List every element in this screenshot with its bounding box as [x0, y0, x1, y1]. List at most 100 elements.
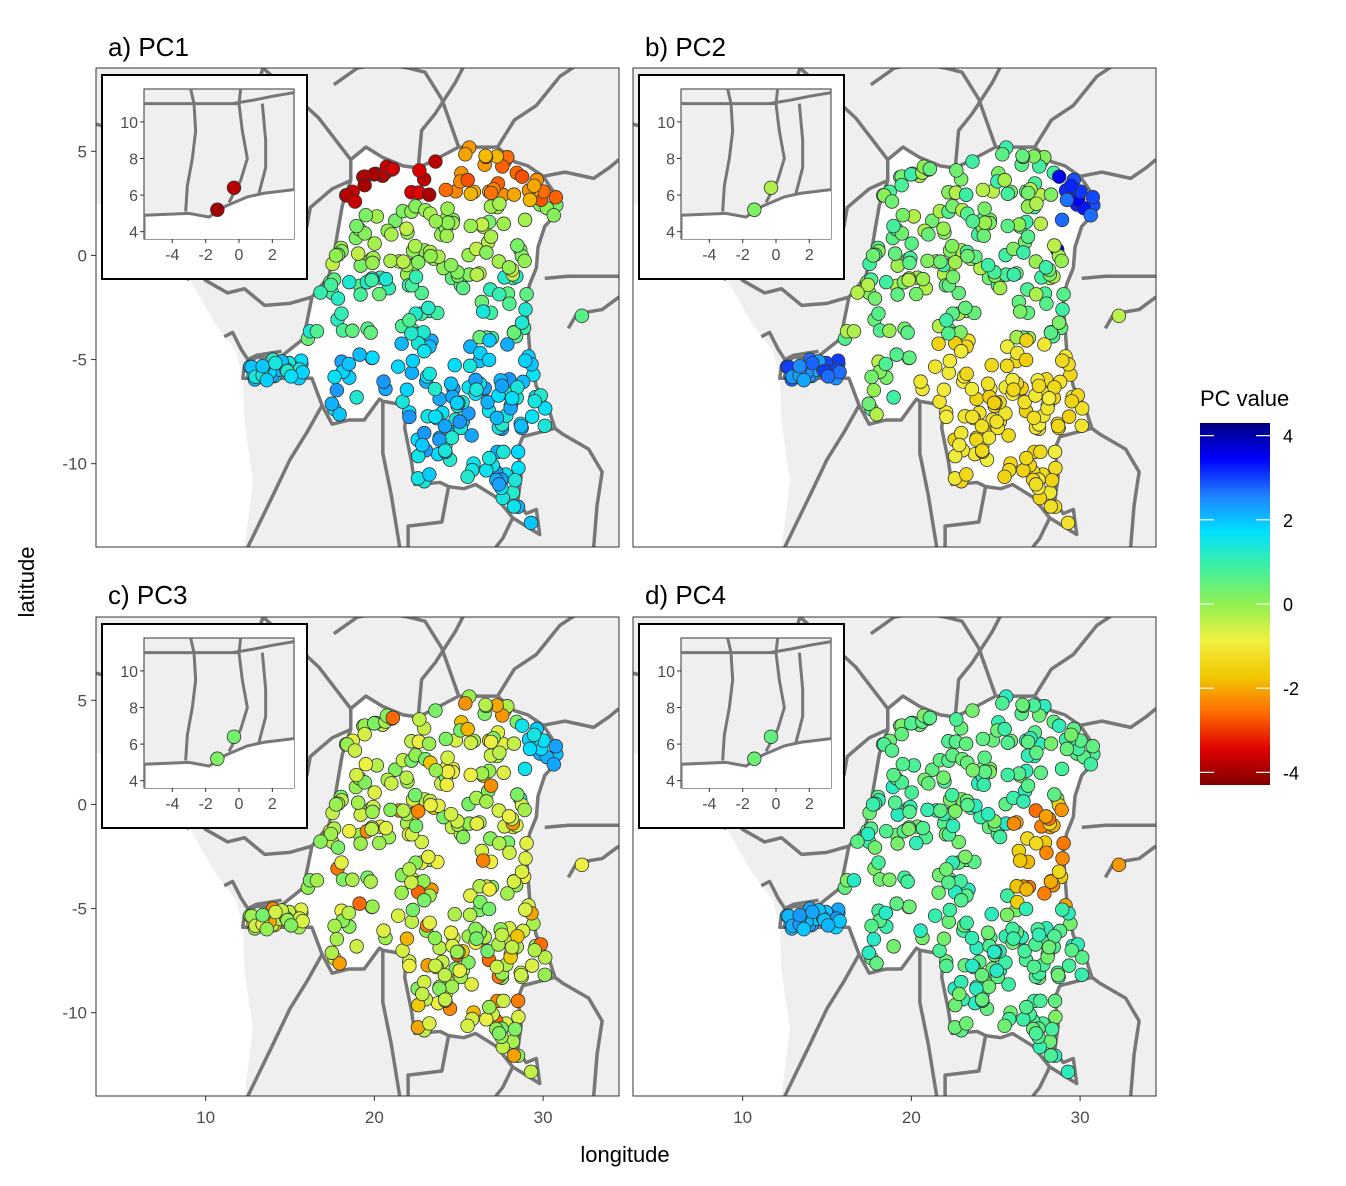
- site-point: [1085, 739, 1100, 754]
- site-point: [1074, 418, 1089, 433]
- site-point: [909, 835, 924, 851]
- site-point: [514, 864, 530, 879]
- site-point: [268, 355, 283, 371]
- site-point: [357, 177, 372, 193]
- site-point: [506, 325, 522, 340]
- site-point: [494, 378, 510, 393]
- site-point: [1075, 401, 1090, 416]
- site-point: [882, 323, 897, 338]
- country-border: [496, 68, 576, 149]
- site-point: [518, 902, 533, 917]
- site-point: [259, 922, 275, 937]
- panel-title: b) PC2: [645, 32, 726, 62]
- site-point: [428, 958, 443, 974]
- site-point: [517, 212, 533, 228]
- site-point: [514, 315, 530, 330]
- site-point: [452, 414, 467, 429]
- inset-border: [794, 652, 805, 743]
- inset-x-tick-label: 2: [805, 247, 814, 264]
- country-border: [783, 953, 861, 1096]
- site-point: [965, 154, 980, 169]
- inset-border: [769, 640, 831, 655]
- site-point: [390, 359, 406, 374]
- site-point: [915, 271, 931, 287]
- inset-y-tick-label: 8: [129, 701, 138, 718]
- site-point: [511, 460, 526, 476]
- site-point: [390, 908, 406, 923]
- site-point: [365, 255, 380, 271]
- site-point: [878, 356, 894, 372]
- site-point: [399, 770, 414, 785]
- legend-tick-label: 4: [1283, 427, 1293, 447]
- color-legend: PC value 4 2 0 -2 -4: [1200, 386, 1299, 785]
- country-border: [953, 617, 1002, 718]
- site-point: [1048, 1009, 1063, 1025]
- inset-y-tick-label: 4: [666, 774, 675, 791]
- site-point: [462, 907, 478, 923]
- site-point: [365, 899, 380, 914]
- site-point: [997, 1018, 1012, 1034]
- site-point: [506, 1048, 522, 1063]
- site-point: [458, 696, 473, 711]
- site-point: [1056, 287, 1071, 302]
- site-point: [494, 927, 510, 942]
- site-point: [998, 955, 1013, 970]
- site-point: [421, 187, 437, 202]
- inset-x-tick-label: -4: [165, 247, 179, 264]
- site-point: [901, 272, 916, 288]
- site-point: [1063, 727, 1079, 743]
- site-point: [1043, 187, 1059, 202]
- site-point: [958, 849, 973, 865]
- inset-map: 10 8 6 4 -4 -2 0 2: [101, 74, 308, 280]
- site-point: [345, 872, 360, 887]
- y-tick-label: 5: [78, 691, 87, 710]
- site-point: [353, 807, 368, 822]
- site-point: [1017, 943, 1032, 959]
- site-point: [384, 776, 399, 791]
- site-point: [383, 253, 398, 269]
- site-point: [437, 443, 453, 458]
- panel-pc1: a) PC1 5 0 -5 -10 10 8 6 4 -4 -2 0 2: [62, 32, 620, 548]
- site-point: [492, 745, 507, 760]
- site-point: [922, 710, 938, 726]
- site-point: [871, 855, 886, 870]
- site-point: [527, 394, 542, 409]
- site-point: [358, 207, 374, 223]
- site-point: [1061, 958, 1077, 973]
- site-point: [455, 829, 471, 845]
- site-point: [537, 418, 552, 433]
- site-point: [259, 373, 275, 388]
- site-point: [522, 741, 538, 757]
- site-point: [901, 821, 916, 837]
- site-point: [959, 467, 974, 482]
- site-point: [1020, 778, 1036, 793]
- legend-tick-label: -4: [1283, 763, 1299, 783]
- site-point: [1012, 853, 1028, 868]
- site-point: [1083, 208, 1098, 223]
- inset-y-tick-label: 10: [120, 664, 138, 681]
- site-point: [480, 394, 495, 410]
- site-point: [958, 736, 974, 751]
- site-point: [491, 836, 507, 851]
- site-point: [328, 248, 344, 263]
- site-point: [460, 172, 475, 188]
- inset-y-tick-label: 10: [120, 115, 138, 132]
- site-point: [404, 326, 419, 341]
- site-point: [952, 986, 967, 1002]
- site-point: [378, 820, 394, 836]
- site-point: [417, 425, 432, 441]
- site-point: [255, 359, 270, 374]
- site-point: [469, 816, 485, 831]
- site-point: [944, 238, 960, 254]
- site-point: [518, 353, 533, 368]
- site-point: [526, 727, 542, 743]
- inset-x-tick-label: 0: [235, 247, 244, 264]
- site-point: [408, 818, 424, 834]
- site-point: [860, 277, 876, 293]
- site-point: [402, 862, 417, 877]
- site-point: [396, 803, 411, 818]
- site-point: [920, 253, 935, 269]
- site-point: [510, 238, 525, 253]
- site-point: [517, 761, 533, 777]
